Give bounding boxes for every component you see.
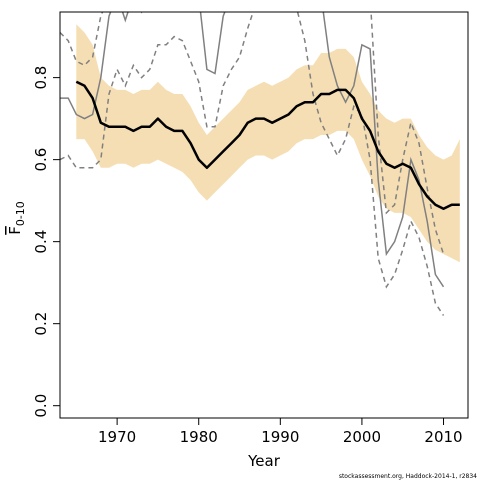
estimate-line [75,80,460,211]
y-tick-label: 0.0 [32,394,50,418]
confidence-band [76,24,460,263]
svg-text:F0-10: F0-10 [6,201,27,235]
x-axis: 1970 1980 1990 2000 2010 [98,418,463,446]
x-tick-label: 2010 [424,428,462,446]
y-tick-label: 0.8 [32,66,50,90]
y-tick-label: 0.6 [32,148,50,172]
x-tick-label: 1980 [180,428,218,446]
x-tick-label: 1990 [261,428,299,446]
y-axis: 0.0 0.2 0.4 0.6 0.8 [32,66,60,418]
plot-area [60,12,460,316]
y-tick-label: 0.2 [32,312,50,336]
x-axis-title: Year [247,452,281,470]
previous-estimate-line [60,12,445,288]
previous-interval-lower-line [60,12,445,316]
y-axis-title-main: F [6,226,24,235]
x-tick-label: 1970 [98,428,136,446]
credit-text: stockassessment.org, Haddock-2014-1, r28… [339,473,477,480]
x-tick-label: 2000 [343,428,381,446]
y-tick-label: 0.4 [32,230,50,254]
plot-frame [59,11,469,419]
y-axis-title: F0-10 [6,201,27,235]
y-axis-title-subscript: 0-10 [14,201,27,226]
